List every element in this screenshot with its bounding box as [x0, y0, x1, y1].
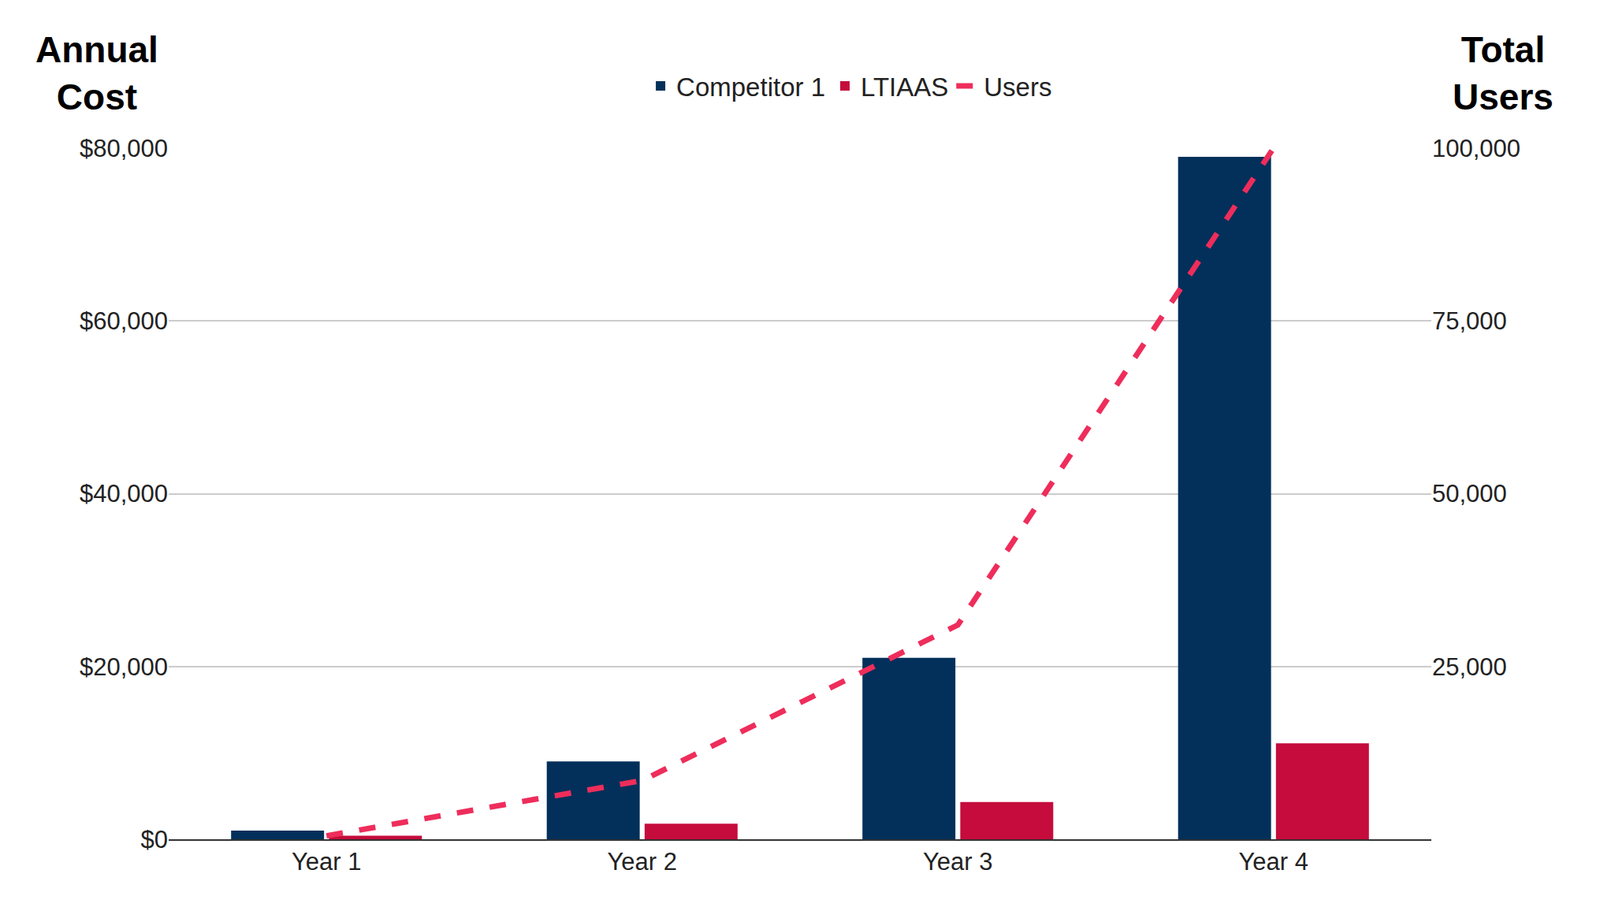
svg-text:TotalUsers: TotalUsers	[1452, 29, 1554, 118]
svg-text:75,000: 75,000	[1432, 307, 1507, 335]
svg-text:Year 4: Year 4	[1239, 848, 1310, 876]
svg-text:LTIAAS: LTIAAS	[860, 72, 949, 102]
svg-text:Users: Users	[983, 72, 1052, 102]
svg-text:$20,000: $20,000	[79, 653, 168, 681]
svg-text:Year 2: Year 2	[607, 848, 678, 876]
svg-text:25,000: 25,000	[1432, 653, 1507, 681]
svg-text:Year 1: Year 1	[291, 848, 362, 876]
svg-text:$60,000: $60,000	[79, 307, 168, 335]
svg-text:$80,000: $80,000	[79, 134, 168, 163]
svg-text:50,000: 50,000	[1432, 480, 1507, 508]
svg-text:AnnualCost: AnnualCost	[35, 29, 159, 118]
svg-text:$40,000: $40,000	[79, 480, 168, 508]
svg-text:100,000: 100,000	[1432, 134, 1521, 163]
svg-text:Year 3: Year 3	[922, 848, 994, 876]
svg-text:$0: $0	[141, 826, 168, 854]
svg-text:Competitor 1: Competitor 1	[676, 72, 826, 102]
